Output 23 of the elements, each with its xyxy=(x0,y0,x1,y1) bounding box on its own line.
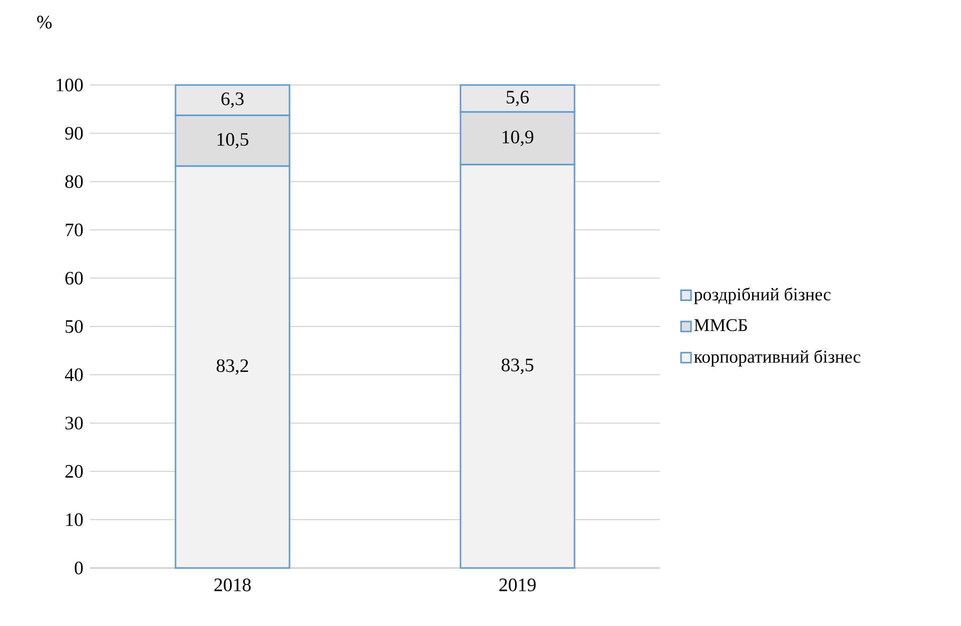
y-tick-label: 90 xyxy=(65,126,83,140)
y-tick-label: 40 xyxy=(64,368,83,382)
y-tick-label: 20 xyxy=(65,465,83,478)
y-axis-title: % xyxy=(37,16,52,29)
data-label: 10,9 xyxy=(502,130,534,146)
y-tick-label: 50 xyxy=(66,320,83,333)
y-tick-label: 100 xyxy=(56,78,83,92)
y-tick-label: 0 xyxy=(74,562,83,574)
data-label: 83,5 xyxy=(502,358,534,374)
legend-label: роздрібний бізнес xyxy=(694,287,831,304)
legend-label: корпоративний бізнес xyxy=(694,350,860,366)
data-label: 6,3 xyxy=(221,92,244,108)
y-tick-label: 30 xyxy=(65,416,83,430)
x-tick-label: 2018 xyxy=(214,578,251,592)
legend-label: ММСБ xyxy=(694,319,747,332)
x-tick-label: 2019 xyxy=(499,578,536,592)
y-tick-label: 80 xyxy=(65,175,83,188)
data-label: 10,5 xyxy=(218,133,248,149)
y-tick-label: 70 xyxy=(66,224,83,236)
data-label: 83,2 xyxy=(216,359,248,375)
y-tick-label: 60 xyxy=(65,272,83,285)
y-tick-label: 10 xyxy=(66,513,83,526)
data-label: 5,6 xyxy=(506,90,529,106)
